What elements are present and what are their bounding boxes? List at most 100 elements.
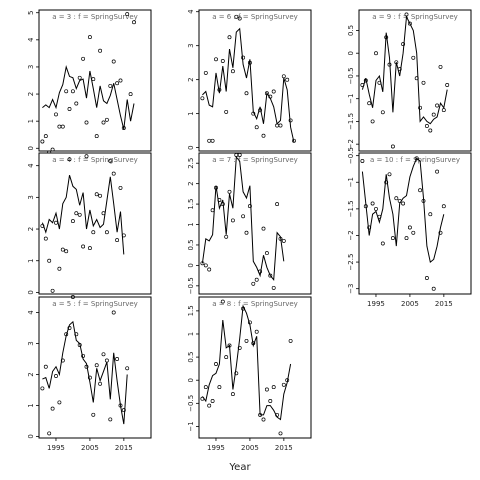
panel-title: a = 9 : f = SpringSurvey xyxy=(372,13,458,21)
y-tick-label: 4 xyxy=(27,37,35,42)
data-point xyxy=(70,89,75,94)
panel-5: a = 7 : f = SpringSurvey −0.5 0 0.5 1 1.5 2 2.5 xyxy=(187,152,312,295)
data-point xyxy=(360,159,365,163)
y-tick-label: −1.5 xyxy=(347,200,355,217)
series-line xyxy=(202,27,295,143)
panel-frame xyxy=(358,152,472,295)
data-point xyxy=(74,211,79,216)
x-tick-label: 2005 xyxy=(401,300,419,308)
data-point xyxy=(271,89,276,94)
series-line xyxy=(41,175,125,255)
y-tick-label: 3 xyxy=(27,195,35,199)
data-point xyxy=(397,67,402,72)
data-point xyxy=(254,125,259,130)
data-point xyxy=(227,343,232,348)
data-point xyxy=(210,399,215,403)
data-point xyxy=(435,169,440,174)
data-point xyxy=(43,364,48,369)
data-point xyxy=(237,153,242,157)
data-point xyxy=(414,156,419,161)
data-point xyxy=(91,77,96,82)
data-point xyxy=(50,288,55,293)
y-tick-label: −2.5 xyxy=(347,254,355,271)
data-point xyxy=(64,332,69,337)
data-point xyxy=(98,193,103,198)
data-point xyxy=(200,261,205,266)
data-point xyxy=(70,295,75,299)
y-tick-label: 0 xyxy=(187,145,195,149)
data-point xyxy=(247,204,252,209)
data-point xyxy=(370,201,375,206)
data-point xyxy=(101,211,106,216)
data-point xyxy=(380,241,385,246)
data-point xyxy=(70,219,75,224)
data-point xyxy=(108,417,113,422)
data-point xyxy=(244,230,249,235)
data-point xyxy=(64,89,69,94)
data-point xyxy=(220,202,225,207)
data-point xyxy=(77,75,82,80)
data-point xyxy=(87,35,92,40)
data-point xyxy=(67,157,72,162)
data-point xyxy=(254,329,259,334)
y-tick-label: 1 xyxy=(187,332,195,336)
data-point xyxy=(435,103,440,108)
data-point xyxy=(77,343,82,347)
data-point xyxy=(227,189,232,194)
data-point xyxy=(111,59,116,64)
data-point xyxy=(104,358,109,363)
data-point xyxy=(54,374,58,378)
y-tick-label: 1.5 xyxy=(187,199,195,210)
y-tick-label: 1.5 xyxy=(187,305,195,316)
panel-frame xyxy=(198,296,312,439)
data-point xyxy=(394,60,399,65)
data-point xyxy=(428,212,433,217)
panel-title: a = 3 : f = SpringSurvey xyxy=(52,13,138,21)
data-point xyxy=(118,185,123,190)
data-point xyxy=(40,386,45,391)
data-point xyxy=(125,12,130,17)
data-point xyxy=(384,35,389,40)
data-point xyxy=(40,223,45,228)
data-point xyxy=(87,375,92,380)
y-tick-label: 0 xyxy=(187,378,195,382)
y-tick-label: 0 xyxy=(347,51,355,55)
data-point xyxy=(57,266,62,271)
data-point xyxy=(281,74,286,79)
data-point xyxy=(132,20,136,25)
y-tick-label: −1 xyxy=(347,177,355,187)
y-tick-label: −1.5 xyxy=(347,113,355,130)
data-point xyxy=(261,133,266,138)
data-point xyxy=(421,80,426,85)
data-point xyxy=(77,212,82,217)
data-point xyxy=(91,230,96,235)
data-point xyxy=(214,362,218,366)
data-point xyxy=(445,83,450,87)
x-axis-title: Year xyxy=(228,462,251,473)
panel-title: a = 5 : f = SpringSurvey xyxy=(52,300,138,308)
y-tick-label: 4 xyxy=(27,310,35,315)
y-tick-label: 2 xyxy=(27,372,35,376)
y-tick-label: −0.5 xyxy=(347,67,355,84)
data-point xyxy=(217,385,222,390)
x-tick-label: 1995 xyxy=(47,444,65,452)
series-line xyxy=(361,15,448,125)
data-point xyxy=(115,357,120,361)
data-point xyxy=(414,76,419,81)
panel-title: a = 7 : f = SpringSurvey xyxy=(212,156,298,164)
y-tick-label: 1 xyxy=(187,111,195,115)
panel-title: a = 8 : f = SpringSurvey xyxy=(212,300,298,308)
data-point xyxy=(374,206,378,211)
y-tick-label: 1 xyxy=(27,403,35,407)
y-tick-label: 1 xyxy=(27,258,35,262)
data-point xyxy=(214,57,218,62)
data-point xyxy=(278,431,283,436)
y-tick-label: −3 xyxy=(347,284,355,294)
data-point xyxy=(111,310,116,315)
data-point xyxy=(43,134,48,139)
data-point xyxy=(207,403,212,408)
data-point xyxy=(115,238,120,243)
data-point xyxy=(207,267,212,272)
panel-7: a = 5 : f = SpringSurvey 0 1 2 3 4 1995 2005 201… xyxy=(27,295,152,452)
